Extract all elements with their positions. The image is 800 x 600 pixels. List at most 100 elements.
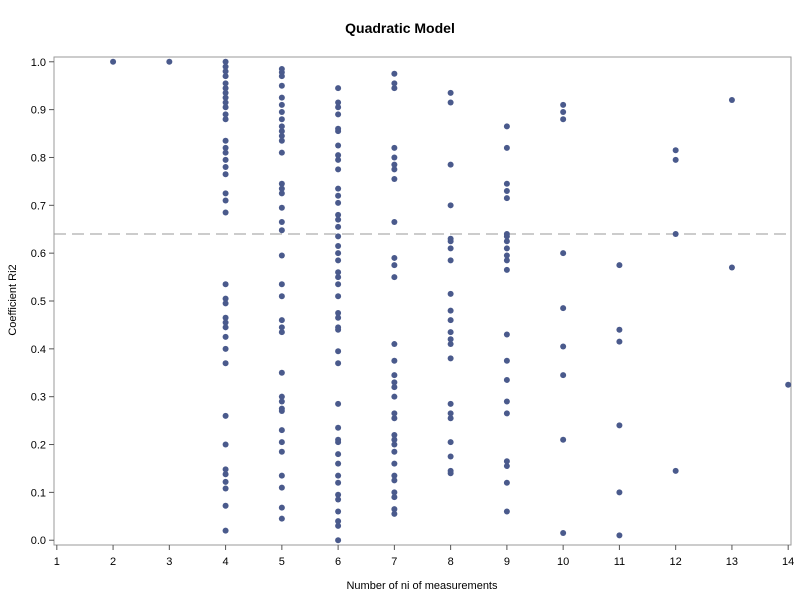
data-point	[222, 104, 229, 111]
data-point	[222, 319, 229, 326]
data-point	[672, 147, 679, 154]
y-tick-label: 0.7	[31, 200, 46, 212]
data-point	[391, 393, 398, 400]
data-point	[503, 463, 510, 470]
data-point	[391, 144, 398, 151]
data-point	[222, 300, 229, 307]
data-point	[335, 522, 342, 529]
data-point	[278, 252, 285, 259]
data-point	[278, 185, 285, 192]
data-point	[222, 471, 229, 478]
data-point	[391, 494, 398, 501]
data-point	[278, 448, 285, 455]
data-point	[335, 233, 342, 240]
y-tick-label: 0.0	[31, 535, 46, 547]
data-point	[278, 101, 285, 108]
data-point	[335, 460, 342, 467]
x-tick-label: 8	[448, 556, 454, 568]
data-point	[447, 99, 454, 106]
data-point	[335, 216, 342, 223]
data-point	[335, 242, 342, 249]
data-point	[278, 439, 285, 446]
data-point	[278, 180, 285, 187]
data-point	[278, 123, 285, 130]
data-point	[278, 393, 285, 400]
data-point	[560, 116, 567, 123]
data-point	[447, 290, 454, 297]
data-point	[335, 257, 342, 264]
data-points	[110, 58, 792, 544]
x-tick-label: 1	[54, 556, 60, 568]
data-point	[391, 341, 398, 348]
y-tick-label: 0.2	[31, 440, 46, 452]
data-point	[560, 305, 567, 312]
data-point	[391, 176, 398, 182]
y-tick-label: 0.9	[31, 105, 46, 117]
data-point	[335, 99, 342, 106]
y-tick-label: 1.0	[31, 57, 46, 69]
data-point	[672, 156, 679, 163]
data-point	[278, 427, 285, 434]
data-point	[335, 250, 342, 257]
data-point	[335, 128, 342, 135]
data-point	[222, 63, 229, 70]
data-point	[447, 245, 454, 252]
data-point	[391, 460, 398, 467]
data-point	[503, 195, 510, 202]
data-point	[335, 314, 342, 321]
data-point	[335, 274, 342, 281]
data-point	[222, 58, 229, 65]
data-point	[560, 109, 567, 116]
data-point	[560, 343, 567, 350]
data-point	[391, 262, 398, 269]
data-point	[335, 479, 342, 486]
data-point	[335, 152, 342, 159]
x-tick-label: 14	[782, 556, 794, 568]
data-point	[222, 137, 229, 144]
data-point	[447, 410, 454, 417]
data-point	[222, 209, 229, 216]
data-point	[503, 257, 510, 264]
data-point	[335, 211, 342, 218]
data-point	[335, 472, 342, 479]
data-point	[503, 357, 510, 364]
data-point	[447, 329, 454, 336]
data-point	[278, 484, 285, 491]
data-point	[335, 360, 342, 367]
data-point	[278, 504, 285, 511]
data-point	[447, 439, 454, 446]
data-point	[222, 502, 229, 509]
data-point	[503, 458, 510, 465]
data-point	[616, 326, 623, 333]
data-point	[503, 144, 510, 151]
data-point	[391, 510, 398, 517]
data-point	[391, 441, 398, 448]
data-point	[335, 269, 342, 276]
data-point	[222, 85, 229, 92]
data-point	[503, 331, 510, 338]
data-point	[278, 94, 285, 101]
data-point	[616, 532, 623, 539]
data-point	[785, 381, 792, 388]
data-point	[728, 264, 735, 271]
data-point	[616, 338, 623, 345]
data-point	[503, 123, 510, 130]
data-point	[335, 537, 342, 544]
data-point	[222, 478, 229, 485]
plot-frame	[53, 56, 792, 546]
x-tick-label: 10	[557, 556, 569, 568]
y-tick-label: 0.4	[31, 344, 46, 356]
data-point	[616, 262, 623, 269]
data-point	[447, 341, 454, 348]
data-point	[672, 467, 679, 474]
data-point	[335, 111, 342, 118]
data-point	[391, 431, 398, 438]
data-point	[728, 97, 735, 104]
data-point	[278, 204, 285, 211]
data-point	[222, 190, 229, 197]
data-point	[278, 398, 285, 405]
x-tick-label: 11	[614, 556, 625, 568]
data-point	[391, 85, 398, 92]
data-point	[278, 73, 285, 80]
